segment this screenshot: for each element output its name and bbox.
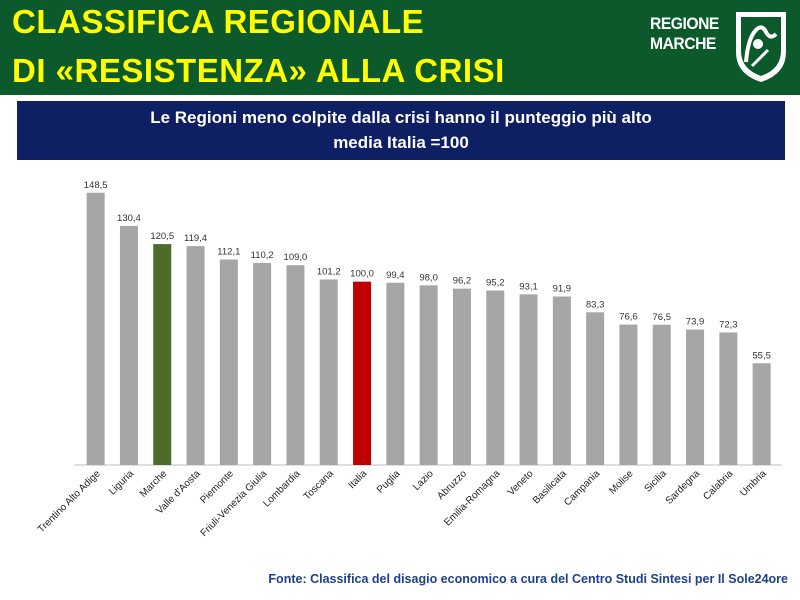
data-label: 148,5 [84,180,108,191]
bar-lazio [419,285,438,465]
data-label: 101,2 [317,266,341,277]
category-label: Italia [346,468,369,491]
logo-text-regione: REGIONE [650,14,719,33]
category-label: Friuli-Venezia Giulia [199,468,270,539]
data-label: 55,5 [752,350,771,361]
title-line-1: CLASSIFICA REGIONALE [12,3,425,40]
bar-umbria [752,363,771,465]
bar-friuli-venezia-giulia [253,262,272,465]
bar-basilicata [552,296,571,465]
banner-line-2: media Italia =100 [333,133,469,152]
bar-lombardia [286,265,305,465]
bar-trentino-alto-adige [86,192,105,465]
category-label: Sicilia [643,468,670,495]
bar-puglia [386,282,405,465]
category-label: Veneto [506,468,536,498]
data-label: 83,3 [586,299,605,310]
data-label: 95,2 [486,277,505,288]
bar-liguria [119,225,138,465]
data-label: 91,9 [553,284,572,295]
bar-emilia-romagna [486,290,505,465]
category-label: Campania [562,468,602,508]
bar-veneto [519,294,538,465]
bar-sardegna [686,329,705,465]
data-label: 98,0 [419,272,438,283]
source-note: Fonte: Classifica del disagio economico … [268,572,788,586]
category-label: Puglia [375,468,403,496]
data-label: 120,5 [150,231,174,242]
bar-marche [153,244,172,465]
category-label: Marche [138,468,170,500]
title-line-2: DI «RESISTENZA» ALLA CRISI [12,52,505,89]
category-label: Umbria [738,468,769,499]
subtitle-banner: Le Regioni meno colpite dalla crisi hann… [17,101,785,160]
bar-abruzzo [452,288,471,465]
data-label: 130,4 [117,213,141,224]
data-label: 109,0 [284,252,308,263]
data-label: 76,5 [653,312,672,323]
data-label: 110,2 [251,250,274,261]
data-label: 76,6 [619,312,638,323]
category-label: Lazio [411,468,436,493]
bar-campania [586,312,605,465]
data-label: 119,4 [184,233,207,244]
category-label: Molise [607,468,636,497]
bar-molise [619,324,638,465]
shield-icon [736,12,786,82]
data-label: 73,9 [686,317,705,328]
data-label: 72,3 [719,319,738,330]
bar-sicilia [652,324,671,465]
data-label: 112,1 [217,246,240,257]
category-label: Lombardia [261,468,302,509]
logo-text-marche: MARCHE [650,34,716,53]
data-label: 96,2 [453,276,472,287]
banner-line-1: Le Regioni meno colpite dalla crisi hann… [150,108,652,127]
data-label: 99,4 [386,270,405,281]
bar-chart: 148,5 Trentino Alto Adige 130,4 Liguria 120,… [36,180,782,539]
category-label: Sardegna [664,468,703,507]
bar-calabria [719,332,738,465]
bar-italia [353,281,372,465]
regione-marche-logo: REGIONE MARCHE [644,6,794,86]
category-label: Trentino Alto Adige [36,468,103,535]
category-label: Liguria [107,468,136,497]
bar-piemonte [219,259,238,465]
header-bar: CLASSIFICA REGIONALE DI «RESISTENZA» ALL… [0,0,800,95]
category-label: Abruzzo [435,468,469,502]
category-label: Calabria [701,468,735,502]
category-label: Toscana [302,468,336,502]
data-label: 93,1 [519,281,538,292]
bar-toscana [319,279,338,465]
bar-valle-d-aosta [186,246,205,465]
data-label: 100,0 [350,269,374,280]
